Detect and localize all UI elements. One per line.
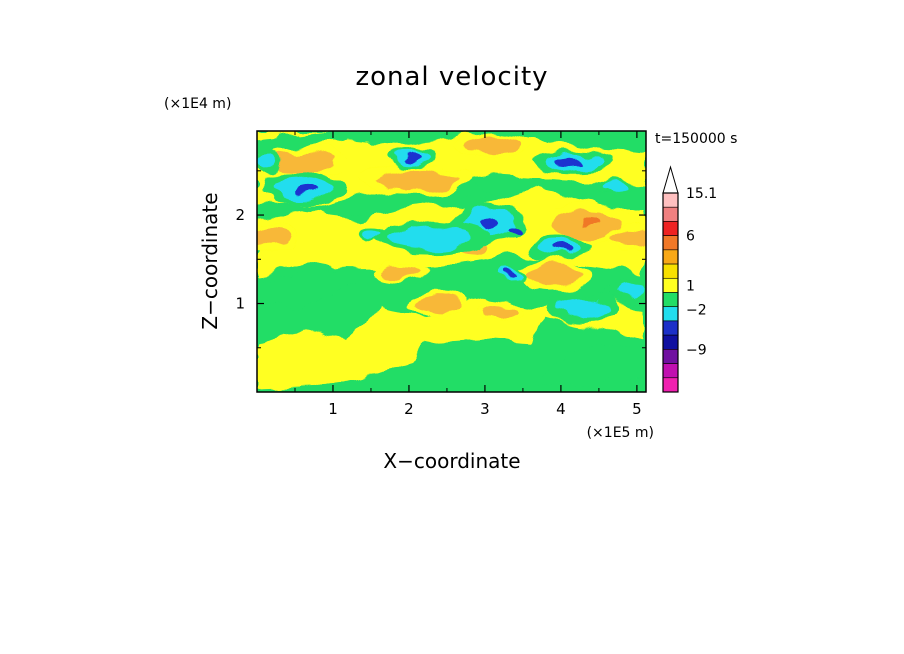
colorbar-swatch — [662, 320, 679, 336]
x-tick-label: 3 — [480, 400, 490, 418]
field-band — [257, 131, 333, 140]
positive-anomaly — [268, 151, 337, 173]
velocity-field — [257, 131, 646, 388]
colorbar-label: 15.1 — [686, 186, 717, 202]
x-tick-label: 5 — [632, 400, 642, 418]
positive-anomaly — [484, 307, 516, 318]
y-axis-label: Z−coordinate — [198, 192, 222, 329]
x-tick-label: 2 — [404, 400, 414, 418]
negative-anomaly — [359, 227, 383, 239]
x-axis-label: X−coordinate — [383, 449, 520, 473]
negative-anomaly — [557, 298, 611, 318]
colorbar-swatch — [662, 221, 679, 236]
y-unit-label: (×1E4 m) — [164, 96, 231, 112]
x-unit-label: (×1E5 m) — [587, 425, 654, 441]
colorbar-swatch — [662, 334, 679, 350]
colorbar: 15.1 6 1 −2 −9 — [662, 165, 717, 393]
colorbar-swatch — [662, 363, 679, 379]
colorbar-label: 6 — [686, 229, 695, 245]
colorbar-label: −9 — [686, 342, 707, 358]
positive-anomaly — [612, 228, 646, 247]
strong-positive-anomaly — [582, 216, 601, 226]
negative-anomaly — [389, 226, 474, 248]
colorbar-frame — [662, 192, 679, 393]
colorbar-swatch — [662, 249, 679, 265]
colorbar-swatch — [662, 292, 679, 308]
field-band — [530, 347, 646, 388]
field-band — [333, 184, 501, 216]
strong-negative-anomaly — [509, 226, 522, 234]
chart-title: zonal velocity — [355, 62, 548, 92]
y-tick-label: 1 — [235, 295, 245, 313]
colorbar-swatch — [662, 306, 679, 322]
plot-area — [257, 131, 646, 392]
strong-negative-anomaly — [550, 246, 572, 255]
strong-negative-anomaly — [403, 154, 422, 162]
x-tick-label: 1 — [328, 400, 338, 418]
x-axis: 1 2 3 4 5 — [294, 131, 642, 418]
y-axis: 12 — [235, 170, 646, 349]
x-tick-label: 4 — [556, 400, 566, 418]
colorbar-label: 1 — [686, 278, 695, 294]
positive-anomaly — [382, 265, 421, 280]
colorbar-label: −2 — [686, 303, 707, 319]
colorbar-swatch — [662, 206, 679, 222]
colorbar-swatch — [662, 235, 679, 251]
positive-anomaly — [465, 136, 520, 153]
negative-anomaly — [612, 283, 646, 298]
strong-negative-anomaly — [556, 158, 581, 166]
strong-negative-anomaly — [294, 185, 319, 195]
positive-anomaly — [526, 264, 580, 286]
colorbar-swatch — [662, 277, 679, 293]
strong-negative-anomaly — [506, 272, 517, 278]
colorbar-swatch — [662, 192, 679, 208]
negative-anomaly — [602, 183, 626, 194]
field-band — [257, 294, 646, 388]
positive-anomaly — [257, 226, 292, 248]
colorbar-swatch — [662, 377, 679, 393]
negative-anomaly — [257, 153, 280, 171]
positive-anomaly — [374, 169, 459, 191]
y-tick-label: 2 — [235, 206, 245, 224]
positive-anomaly — [416, 294, 463, 313]
plot-frame — [256, 130, 647, 393]
time-label: t=150000 s — [655, 131, 737, 147]
strong-negative-anomaly — [478, 218, 499, 230]
colorbar-swatch — [662, 263, 679, 279]
colorbar-swatch — [662, 349, 679, 364]
colorbar-max-arrow — [662, 165, 679, 194]
